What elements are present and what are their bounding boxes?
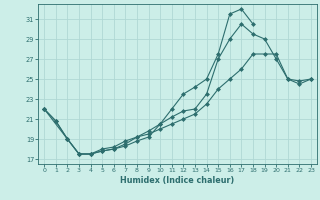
X-axis label: Humidex (Indice chaleur): Humidex (Indice chaleur) (120, 176, 235, 185)
